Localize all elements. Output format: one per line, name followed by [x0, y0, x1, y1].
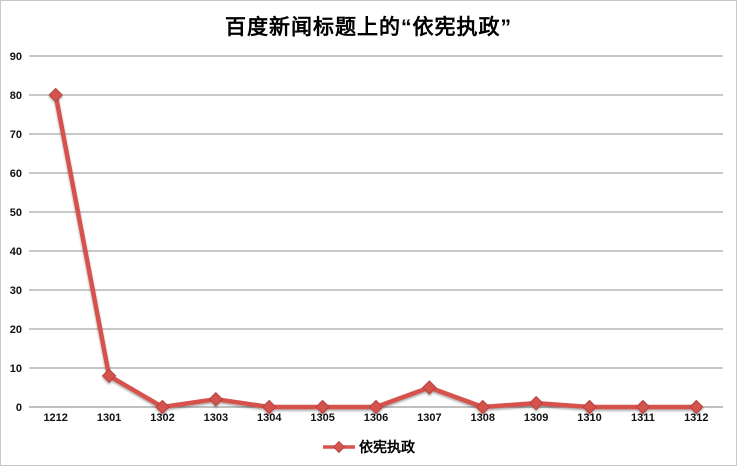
- x-axis-tick-label: 1306: [364, 412, 388, 424]
- x-axis-tick-label: 1309: [524, 412, 548, 424]
- gridlines: [29, 55, 723, 408]
- data-point-marker: [475, 399, 490, 415]
- data-point-marker: [368, 399, 384, 415]
- legend-series-marker-icon: [323, 440, 355, 454]
- data-point-marker: [422, 380, 437, 395]
- x-axis-tick-label: 1311: [631, 412, 655, 424]
- y-axis-tick-label: 80: [10, 90, 22, 102]
- y-axis-tick-label: 70: [10, 129, 22, 141]
- y-axis-tick-label: 20: [10, 324, 22, 336]
- data-point-marker: [48, 87, 63, 103]
- x-axis-labels: 1212 1301 1302 1303 1304 1305 1306 1307 1308 1309…: [43, 412, 708, 424]
- x-axis-tick-label: 1301: [97, 412, 121, 424]
- y-axis-tick-label: 60: [10, 168, 22, 180]
- data-point-marker: [262, 399, 277, 415]
- data-point-marker: [528, 395, 544, 411]
- x-axis-tick-label: 1310: [577, 412, 601, 424]
- legend-diamond-marker-icon: [332, 440, 346, 454]
- data-point-marker: [155, 399, 170, 415]
- y-axis-tick-label: 40: [10, 246, 22, 258]
- data-point-marker: [689, 399, 704, 415]
- legend-label: 依宪执政: [359, 439, 415, 455]
- data-point-marker: [208, 391, 224, 407]
- x-axis-tick-label: 1303: [204, 412, 228, 424]
- data-point-marker: [582, 399, 597, 415]
- series-依宪执政: [48, 87, 704, 415]
- x-axis-tick-label: 1312: [684, 412, 708, 424]
- x-axis-tick-label: 1212: [43, 412, 67, 424]
- y-axis-tick-label: 10: [10, 363, 22, 375]
- y-axis-tick-label: 30: [10, 285, 22, 297]
- x-axis-tick-label: 1308: [471, 412, 495, 424]
- y-axis-labels: 0 10 20 30 40 50 60 70 80 90: [10, 51, 22, 414]
- y-axis-tick-label: 0: [16, 402, 22, 414]
- data-point-marker: [315, 399, 330, 415]
- x-axis-tick-label: 1302: [150, 412, 174, 424]
- x-axis-tick-label: 1305: [310, 412, 334, 424]
- x-axis-tick-label: 1307: [417, 412, 441, 424]
- data-point-marker: [101, 368, 117, 384]
- x-axis-tick-label: 1304: [257, 412, 282, 424]
- data-point-marker: [635, 399, 651, 415]
- y-axis-tick-label: 50: [10, 207, 22, 219]
- legend: 依宪执政: [1, 437, 736, 457]
- y-axis-tick-label: 90: [10, 51, 22, 63]
- chart-title: 百度新闻标题上的“依宪执政”: [225, 16, 512, 39]
